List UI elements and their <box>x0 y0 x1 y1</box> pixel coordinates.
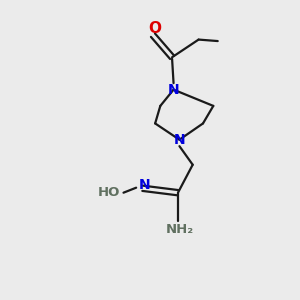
Text: O: O <box>148 21 161 36</box>
Text: NH₂: NH₂ <box>165 223 194 236</box>
Text: N: N <box>138 178 150 192</box>
Text: N: N <box>174 133 185 147</box>
Text: HO: HO <box>98 186 120 199</box>
Text: N: N <box>168 82 179 97</box>
